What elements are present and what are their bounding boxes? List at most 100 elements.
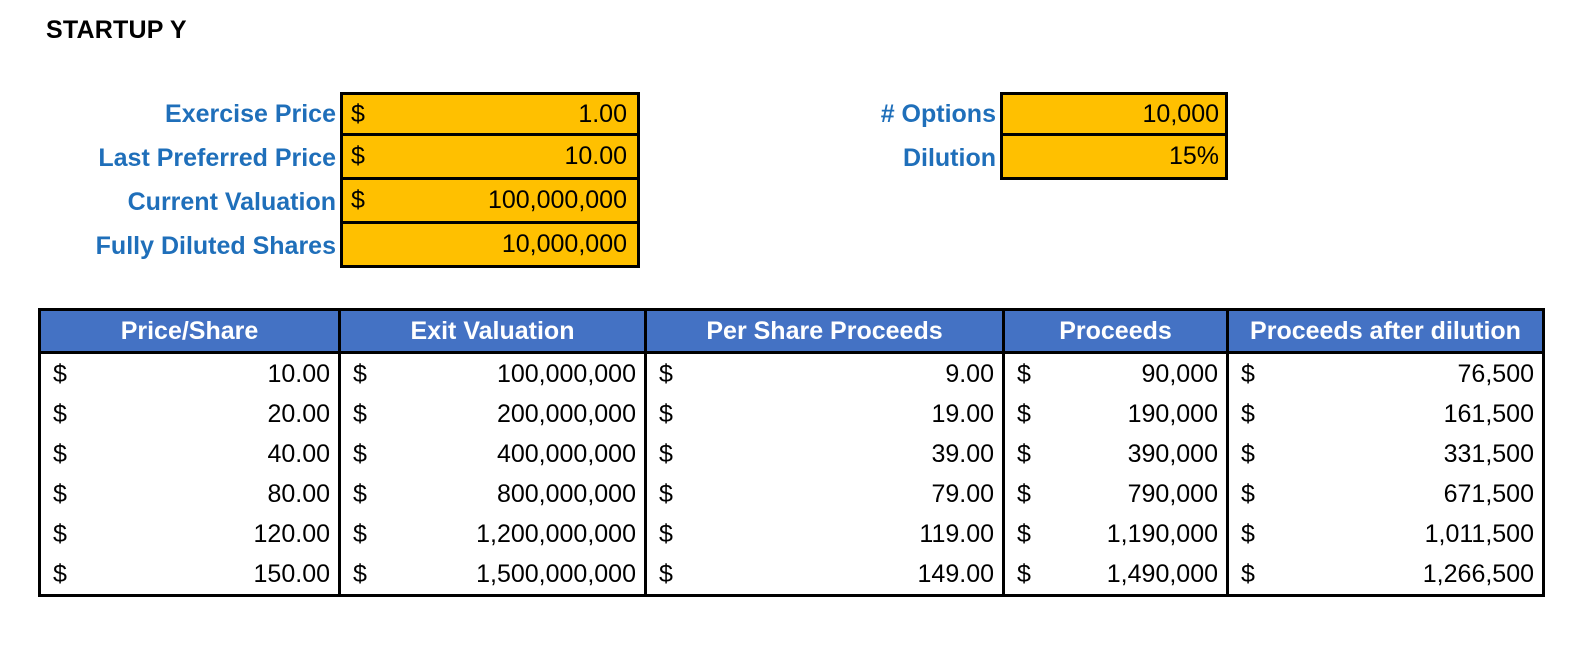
cell-exit-valuation[interactable]: $100,000,000	[339, 352, 647, 394]
header-exit-valuation[interactable]: Exit Valuation	[339, 309, 647, 354]
cell-value: 80.00	[267, 479, 330, 508]
header-proceeds-after-dilution[interactable]: Proceeds after dilution	[1227, 309, 1544, 354]
currency-symbol: $	[353, 399, 367, 428]
money-value: $1,011,500	[1229, 520, 1542, 549]
table-body: $10.00 $100,000,000 $9.00 $90,000 $76,500 $20…	[39, 352, 1544, 596]
currency-symbol: $	[53, 559, 67, 588]
current-valuation-value: 100,000,000	[487, 186, 627, 214]
options-value: 10,000	[1142, 99, 1219, 128]
input-row-exercise-price: Exercise Price $ 1.00	[40, 92, 640, 136]
currency-symbol: $	[1017, 359, 1031, 388]
currency-symbol: $	[659, 439, 673, 468]
cell-exit-valuation[interactable]: $1,500,000,000	[339, 554, 647, 596]
money-value: $161,500	[1229, 400, 1542, 429]
currency-symbol: $	[353, 439, 367, 468]
cell-proceeds[interactable]: $1,190,000	[1003, 514, 1229, 554]
cell-exit-valuation[interactable]: $1,200,000,000	[339, 514, 647, 554]
header-proceeds[interactable]: Proceeds	[1003, 309, 1229, 354]
cell-price-share[interactable]: $80.00	[39, 474, 341, 514]
cell-proceeds-after-dilution[interactable]: $1,011,500	[1228, 514, 1544, 554]
cell-proceeds-after-dilution[interactable]: $331,500	[1228, 434, 1544, 474]
currency-symbol: $	[659, 359, 673, 388]
cell-proceeds[interactable]: $1,490,000	[1003, 554, 1229, 596]
cell-price-share[interactable]: $120.00	[39, 514, 341, 554]
cell-value: 1,266,500	[1422, 559, 1534, 588]
currency-symbol: $	[1241, 359, 1255, 388]
cell-value: 20.00	[267, 399, 330, 428]
cell-per-share-proceeds[interactable]: $39.00	[645, 434, 1005, 474]
header-price-share[interactable]: Price/Share	[39, 309, 341, 354]
cell-value: 39.00	[931, 439, 994, 468]
currency-symbol: $	[353, 559, 367, 588]
money-value: $1,490,000	[1005, 560, 1226, 589]
cell-proceeds[interactable]: $790,000	[1003, 474, 1229, 514]
currency-symbol: $	[53, 359, 67, 388]
exercise-price-cell[interactable]: $ 1.00	[340, 92, 640, 136]
input-row-dilution: Dilution 15%	[840, 136, 1228, 180]
current-valuation-cell[interactable]: $ 100,000,000	[340, 180, 640, 224]
cell-value: 9.00	[945, 359, 994, 388]
table-row: $10.00 $100,000,000 $9.00 $90,000 $76,500	[39, 352, 1544, 395]
cell-proceeds-after-dilution[interactable]: $1,266,500	[1228, 554, 1544, 596]
cell-proceeds-after-dilution[interactable]: $161,500	[1228, 394, 1544, 434]
cell-exit-valuation[interactable]: $400,000,000	[339, 434, 647, 474]
cell-per-share-proceeds[interactable]: $119.00	[645, 514, 1005, 554]
cell-value: 120.00	[253, 519, 330, 548]
currency-symbol: $	[353, 519, 367, 548]
cell-proceeds-after-dilution[interactable]: $76,500	[1228, 353, 1544, 395]
cell-proceeds[interactable]: $190,000	[1003, 394, 1229, 434]
cell-value: 1,011,500	[1424, 519, 1534, 548]
money-value: $10.00	[41, 360, 338, 389]
last-preferred-price-cell[interactable]: $ 10.00	[340, 136, 640, 180]
table-row: $80.00 $800,000,000 $79.00 $790,000 $671,500	[39, 474, 1544, 514]
money-value: $671,500	[1229, 480, 1542, 509]
cell-value: 40.00	[267, 439, 330, 468]
cell-proceeds[interactable]: $90,000	[1003, 352, 1229, 394]
fully-diluted-shares-cell[interactable]: 10,000,000	[340, 224, 640, 268]
cell-proceeds-after-dilution[interactable]: $671,500	[1228, 474, 1544, 514]
cell-exit-valuation[interactable]: $800,000,000	[339, 474, 647, 514]
cell-value: 79.00	[931, 479, 994, 508]
current-valuation-label: Current Valuation	[127, 187, 336, 216]
cell-price-share[interactable]: $40.00	[39, 434, 341, 474]
money-value: $1,500,000,000	[341, 560, 644, 589]
cell-value: 1,200,000,000	[476, 519, 636, 548]
cell-exit-valuation[interactable]: $200,000,000	[339, 394, 647, 434]
currency-symbol: $	[53, 399, 67, 428]
cell-value: 390,000	[1127, 439, 1218, 468]
header-per-share-proceeds[interactable]: Per Share Proceeds	[645, 309, 1005, 354]
input-row-current-valuation: Current Valuation $ 100,000,000	[40, 180, 640, 224]
input-row-options: # Options 10,000	[840, 92, 1228, 136]
cell-per-share-proceeds[interactable]: $9.00	[645, 352, 1005, 394]
sheet-title: STARTUP Y	[46, 16, 187, 44]
money-value: $39.00	[647, 440, 1002, 469]
currency-symbol: $	[353, 359, 367, 388]
cell-price-share[interactable]: $10.00	[39, 352, 341, 394]
currency-symbol: $	[53, 479, 67, 508]
exercise-price-value: 1.00	[578, 99, 627, 128]
cell-proceeds[interactable]: $390,000	[1003, 434, 1229, 474]
cell-price-share[interactable]: $150.00	[39, 554, 341, 596]
cell-per-share-proceeds[interactable]: $149.00	[645, 554, 1005, 596]
money-value: $119.00	[647, 520, 1002, 549]
cell-value: 671,500	[1443, 479, 1534, 508]
money-value: $1,266,500	[1229, 560, 1542, 589]
table-row: $20.00 $200,000,000 $19.00 $190,000 $161,500	[39, 394, 1544, 434]
cell-per-share-proceeds[interactable]: $79.00	[645, 474, 1005, 514]
cell-value: 331,500	[1443, 439, 1534, 468]
options-cell[interactable]: 10,000	[1000, 92, 1228, 136]
cell-price-share[interactable]: $20.00	[39, 394, 341, 434]
table-row: $120.00 $1,200,000,000 $119.00 $1,190,000 $1…	[39, 514, 1544, 554]
cell-value: 400,000,000	[496, 439, 636, 468]
money-value: $390,000	[1005, 440, 1226, 469]
cell-value: 90,000	[1141, 359, 1218, 388]
cell-value: 190,000	[1127, 399, 1218, 428]
dilution-cell[interactable]: 15%	[1000, 136, 1228, 180]
money-value: $149.00	[647, 560, 1002, 589]
currency-symbol: $	[351, 99, 365, 128]
money-value: $20.00	[41, 400, 338, 429]
currency-symbol: $	[53, 519, 67, 548]
cell-per-share-proceeds[interactable]: $19.00	[645, 394, 1005, 434]
money-value: $120.00	[41, 520, 338, 549]
currency-symbol: $	[53, 439, 67, 468]
